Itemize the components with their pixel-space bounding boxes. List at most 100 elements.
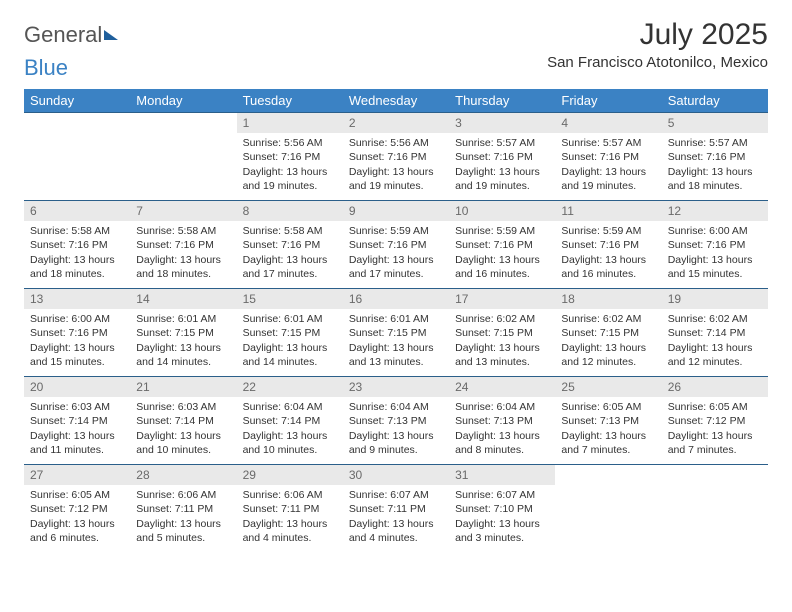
sunset-line: Sunset: 7:16 PM bbox=[455, 150, 549, 164]
sunset-line: Sunset: 7:11 PM bbox=[136, 502, 230, 516]
sunrise-line: Sunrise: 6:01 AM bbox=[136, 312, 230, 326]
daylight-line: Daylight: 13 hours and 19 minutes. bbox=[243, 165, 337, 193]
day-info: Sunrise: 6:01 AMSunset: 7:15 PMDaylight:… bbox=[343, 309, 449, 375]
sunset-line: Sunset: 7:15 PM bbox=[243, 326, 337, 340]
day-info: Sunrise: 6:07 AMSunset: 7:10 PMDaylight:… bbox=[449, 485, 555, 551]
sunrise-line: Sunrise: 5:56 AM bbox=[243, 136, 337, 150]
day-number: 5 bbox=[662, 113, 768, 133]
sunset-line: Sunset: 7:14 PM bbox=[668, 326, 762, 340]
calendar-cell: 3Sunrise: 5:57 AMSunset: 7:16 PMDaylight… bbox=[449, 113, 555, 201]
sunset-line: Sunset: 7:14 PM bbox=[136, 414, 230, 428]
calendar-cell: 2Sunrise: 5:56 AMSunset: 7:16 PMDaylight… bbox=[343, 113, 449, 201]
calendar-cell: 11Sunrise: 5:59 AMSunset: 7:16 PMDayligh… bbox=[555, 201, 661, 289]
sunset-line: Sunset: 7:16 PM bbox=[349, 150, 443, 164]
day-number: 27 bbox=[24, 465, 130, 485]
day-header: Saturday bbox=[662, 89, 768, 113]
day-number: 15 bbox=[237, 289, 343, 309]
calendar-cell: 26Sunrise: 6:05 AMSunset: 7:12 PMDayligh… bbox=[662, 377, 768, 465]
sunrise-line: Sunrise: 5:59 AM bbox=[455, 224, 549, 238]
day-header: Wednesday bbox=[343, 89, 449, 113]
day-number: 16 bbox=[343, 289, 449, 309]
logo-text-1: General bbox=[24, 22, 102, 48]
day-info: Sunrise: 5:58 AMSunset: 7:16 PMDaylight:… bbox=[130, 221, 236, 287]
day-number: 30 bbox=[343, 465, 449, 485]
sunset-line: Sunset: 7:16 PM bbox=[243, 150, 337, 164]
day-number: 24 bbox=[449, 377, 555, 397]
sunset-line: Sunset: 7:13 PM bbox=[349, 414, 443, 428]
sunset-line: Sunset: 7:16 PM bbox=[30, 238, 124, 252]
sunrise-line: Sunrise: 5:56 AM bbox=[349, 136, 443, 150]
day-info: Sunrise: 5:58 AMSunset: 7:16 PMDaylight:… bbox=[237, 221, 343, 287]
day-header: Friday bbox=[555, 89, 661, 113]
sunrise-line: Sunrise: 6:02 AM bbox=[455, 312, 549, 326]
sunset-line: Sunset: 7:16 PM bbox=[349, 238, 443, 252]
day-info: Sunrise: 5:59 AMSunset: 7:16 PMDaylight:… bbox=[449, 221, 555, 287]
daylight-line: Daylight: 13 hours and 10 minutes. bbox=[136, 429, 230, 457]
daylight-line: Daylight: 13 hours and 6 minutes. bbox=[30, 517, 124, 545]
daylight-line: Daylight: 13 hours and 18 minutes. bbox=[668, 165, 762, 193]
calendar-cell: 27Sunrise: 6:05 AMSunset: 7:12 PMDayligh… bbox=[24, 465, 130, 553]
day-header: Sunday bbox=[24, 89, 130, 113]
logo: General bbox=[24, 22, 118, 48]
calendar-cell: 28Sunrise: 6:06 AMSunset: 7:11 PMDayligh… bbox=[130, 465, 236, 553]
daylight-line: Daylight: 13 hours and 5 minutes. bbox=[136, 517, 230, 545]
calendar-cell: 20Sunrise: 6:03 AMSunset: 7:14 PMDayligh… bbox=[24, 377, 130, 465]
day-info: Sunrise: 6:07 AMSunset: 7:11 PMDaylight:… bbox=[343, 485, 449, 551]
calendar-cell: 4Sunrise: 5:57 AMSunset: 7:16 PMDaylight… bbox=[555, 113, 661, 201]
day-info: Sunrise: 6:03 AMSunset: 7:14 PMDaylight:… bbox=[24, 397, 130, 463]
daylight-line: Daylight: 13 hours and 14 minutes. bbox=[243, 341, 337, 369]
daylight-line: Daylight: 13 hours and 12 minutes. bbox=[561, 341, 655, 369]
sunrise-line: Sunrise: 6:01 AM bbox=[243, 312, 337, 326]
calendar-cell: 21 Sunrise: 6:03 AMSunset: 7:14 PMDayligh… bbox=[130, 377, 236, 465]
sunrise-line: Sunrise: 5:58 AM bbox=[136, 224, 230, 238]
day-info: Sunrise: 6:06 AMSunset: 7:11 PMDaylight:… bbox=[237, 485, 343, 551]
sunrise-line: Sunrise: 6:04 AM bbox=[243, 400, 337, 414]
day-info: Sunrise: 6:04 AMSunset: 7:13 PMDaylight:… bbox=[343, 397, 449, 463]
day-number: 14 bbox=[130, 289, 236, 309]
calendar-cell: 25Sunrise: 6:05 AMSunset: 7:13 PMDayligh… bbox=[555, 377, 661, 465]
calendar-cell bbox=[662, 465, 768, 553]
sunset-line: Sunset: 7:16 PM bbox=[668, 238, 762, 252]
daylight-line: Daylight: 13 hours and 15 minutes. bbox=[668, 253, 762, 281]
sunset-line: Sunset: 7:15 PM bbox=[349, 326, 443, 340]
daylight-line: Daylight: 13 hours and 18 minutes. bbox=[136, 253, 230, 281]
sunset-line: Sunset: 7:16 PM bbox=[561, 238, 655, 252]
sunset-line: Sunset: 7:14 PM bbox=[30, 414, 124, 428]
sunset-line: Sunset: 7:15 PM bbox=[455, 326, 549, 340]
sunrise-line: Sunrise: 6:02 AM bbox=[561, 312, 655, 326]
calendar-cell: 6Sunrise: 5:58 AMSunset: 7:16 PMDaylight… bbox=[24, 201, 130, 289]
sunrise-line: Sunrise: 6:03 AM bbox=[136, 400, 230, 414]
day-number: 21 bbox=[130, 377, 236, 397]
sunrise-line: Sunrise: 5:59 AM bbox=[561, 224, 655, 238]
calendar-row: 27Sunrise: 6:05 AMSunset: 7:12 PMDayligh… bbox=[24, 465, 768, 553]
calendar-body: 1Sunrise: 5:56 AMSunset: 7:16 PMDaylight… bbox=[24, 113, 768, 553]
calendar-cell: 10Sunrise: 5:59 AMSunset: 7:16 PMDayligh… bbox=[449, 201, 555, 289]
sunrise-line: Sunrise: 6:02 AM bbox=[668, 312, 762, 326]
sunrise-line: Sunrise: 5:57 AM bbox=[561, 136, 655, 150]
month-title: July 2025 bbox=[547, 18, 768, 52]
sunrise-line: Sunrise: 6:07 AM bbox=[349, 488, 443, 502]
daylight-line: Daylight: 13 hours and 4 minutes. bbox=[243, 517, 337, 545]
calendar-cell: 5Sunrise: 5:57 AMSunset: 7:16 PMDaylight… bbox=[662, 113, 768, 201]
daylight-line: Daylight: 13 hours and 13 minutes. bbox=[349, 341, 443, 369]
day-info: Sunrise: 5:59 AMSunset: 7:16 PMDaylight:… bbox=[343, 221, 449, 287]
sunset-line: Sunset: 7:14 PM bbox=[243, 414, 337, 428]
calendar-cell: 18Sunrise: 6:02 AMSunset: 7:15 PMDayligh… bbox=[555, 289, 661, 377]
day-number: 11 bbox=[555, 201, 661, 221]
day-info: Sunrise: 5:57 AMSunset: 7:16 PMDaylight:… bbox=[662, 133, 768, 199]
day-info: Sunrise: 6:01 AMSunset: 7:15 PMDaylight:… bbox=[237, 309, 343, 375]
sunset-line: Sunset: 7:16 PM bbox=[455, 238, 549, 252]
day-info: Sunrise: 5:59 AMSunset: 7:16 PMDaylight:… bbox=[555, 221, 661, 287]
title-block: July 2025 San Francisco Atotonilco, Mexi… bbox=[547, 18, 768, 71]
daylight-line: Daylight: 13 hours and 9 minutes. bbox=[349, 429, 443, 457]
day-number: 28 bbox=[130, 465, 236, 485]
calendar-cell: 19Sunrise: 6:02 AMSunset: 7:14 PMDayligh… bbox=[662, 289, 768, 377]
day-info: Sunrise: 6:05 AMSunset: 7:13 PMDaylight:… bbox=[555, 397, 661, 463]
calendar-cell bbox=[555, 465, 661, 553]
day-number: 3 bbox=[449, 113, 555, 133]
day-info: Sunrise: 6:04 AMSunset: 7:14 PMDaylight:… bbox=[237, 397, 343, 463]
sunset-line: Sunset: 7:15 PM bbox=[136, 326, 230, 340]
sunrise-line: Sunrise: 6:05 AM bbox=[668, 400, 762, 414]
calendar-cell: 24Sunrise: 6:04 AMSunset: 7:13 PMDayligh… bbox=[449, 377, 555, 465]
calendar-cell: 14Sunrise: 6:01 AMSunset: 7:15 PMDayligh… bbox=[130, 289, 236, 377]
